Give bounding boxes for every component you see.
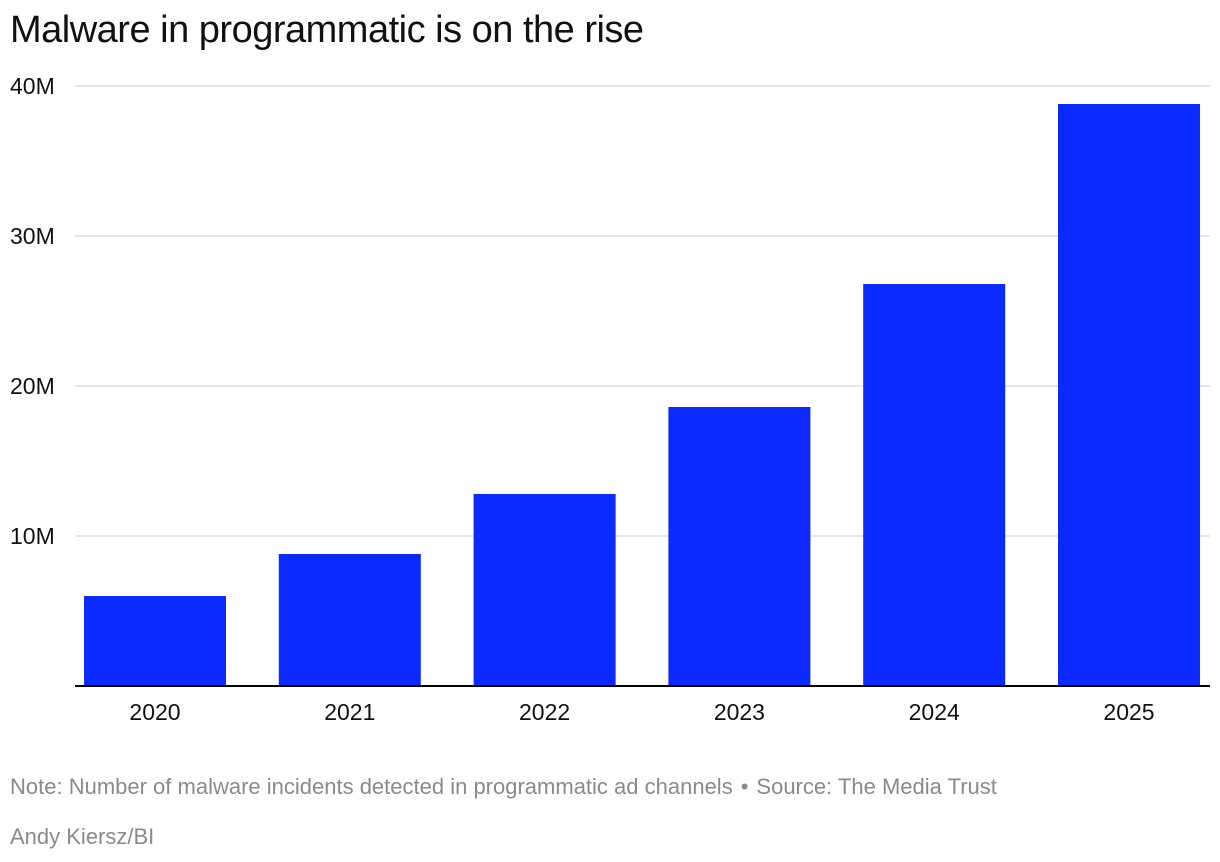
bar-2025 [1058, 104, 1200, 686]
bars [84, 104, 1200, 686]
x-tick-label: 2023 [714, 699, 765, 725]
bar-2023 [668, 407, 811, 686]
gridlines [75, 85, 1210, 537]
y-tick-label: 10M [10, 523, 55, 549]
x-tick-label: 2025 [1103, 699, 1154, 725]
chart-credit: Andy Kiersz/BI [10, 824, 155, 849]
x-tick-label: 2022 [519, 699, 570, 725]
x-tick-label: 2024 [909, 699, 960, 725]
y-tick-label: 30M [10, 223, 55, 249]
chart-note: Note: Number of malware incidents detect… [10, 772, 997, 802]
note-separator: • [740, 774, 749, 799]
bar-2020 [84, 596, 226, 686]
x-axis-tick-labels: 2020 2021 2022 2023 2024 2025 [129, 699, 1154, 725]
source-text: Source: The Media Trust [756, 774, 997, 799]
x-tick-label: 2021 [324, 699, 375, 725]
x-tick-label: 2020 [129, 699, 180, 725]
chart-title: Malware in programmatic is on the rise [10, 9, 644, 51]
bar-2022 [473, 494, 616, 686]
y-tick-label: 20M [10, 373, 55, 399]
y-tick-label: 40M [10, 73, 55, 99]
note-text: Note: Number of malware incidents detect… [10, 774, 733, 799]
bar-2024 [863, 284, 1006, 686]
bar-2021 [278, 554, 421, 686]
y-axis-tick-labels: 10M 20M 30M 40M [10, 73, 55, 549]
